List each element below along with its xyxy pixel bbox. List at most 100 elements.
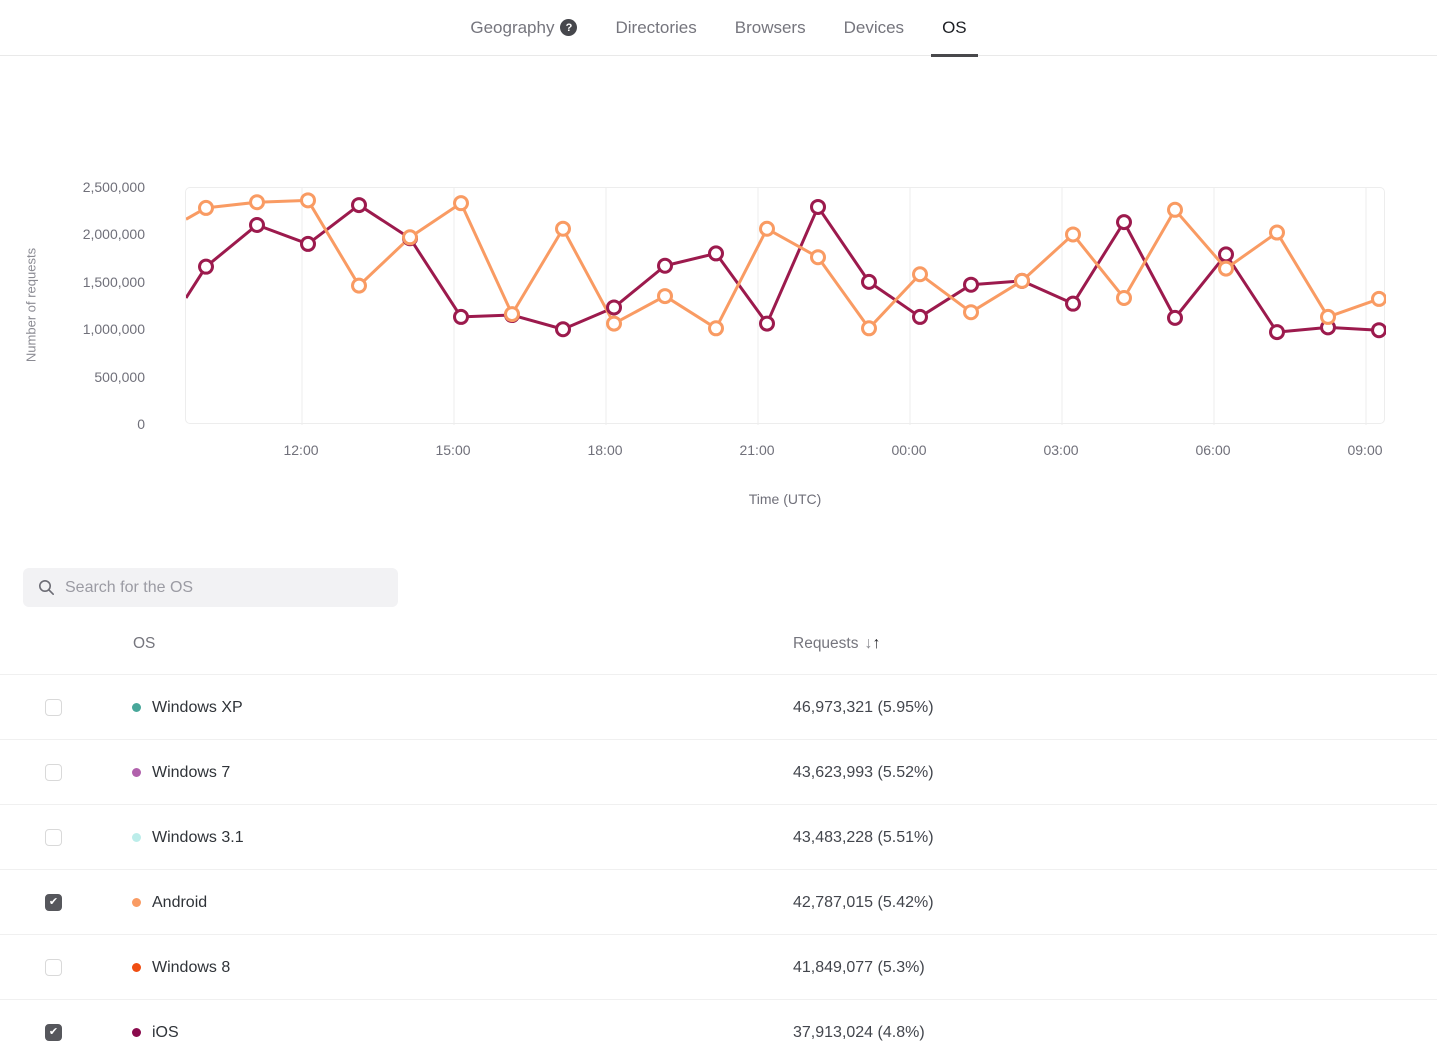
requests-value: 46,973,321 (5.95%) (793, 699, 934, 716)
data-point-android[interactable] (1116, 289, 1132, 306)
requests-value: 37,913,024 (4.8%) (793, 1024, 925, 1041)
row-checkbox[interactable] (45, 699, 62, 716)
x-tick-label: 03:00 (1043, 442, 1079, 458)
requests-value: 41,849,077 (5.3%) (793, 959, 925, 976)
data-point-ios[interactable] (606, 299, 622, 316)
series-dot (132, 833, 141, 842)
search-input[interactable] (65, 578, 398, 597)
data-point-android[interactable] (657, 288, 673, 305)
sort-ascending-icon[interactable]: ↑ (872, 635, 881, 652)
table-row[interactable]: iOS 37,913,024 (4.8%) (0, 999, 1437, 1061)
requests-value: 43,483,228 (5.51%) (793, 829, 934, 846)
data-point-ios[interactable] (1371, 322, 1386, 339)
data-point-ios[interactable] (657, 257, 673, 274)
data-point-ios[interactable] (249, 216, 265, 233)
y-tick-label: 2,500,000 (82, 179, 145, 195)
table-row[interactable]: Android 42,787,015 (5.42%) (0, 869, 1437, 934)
y-axis-label: Number of requests (23, 247, 39, 363)
data-point-ios[interactable] (810, 198, 826, 215)
tab-os[interactable]: OS (931, 0, 978, 57)
data-point-ios[interactable] (198, 258, 214, 275)
os-search-box (23, 568, 398, 607)
data-point-ios[interactable] (300, 235, 316, 252)
table-header: OS Requests ↓↑ (0, 607, 1437, 674)
table-row[interactable]: Windows 8 41,849,077 (5.3%) (0, 934, 1437, 999)
chart-canvas[interactable] (186, 188, 1386, 425)
x-tick-label: 00:00 (891, 442, 927, 458)
data-point-android[interactable] (351, 277, 367, 294)
data-point-ios[interactable] (555, 321, 571, 338)
x-tick-label: 15:00 (435, 442, 471, 458)
y-tick-label: 500,000 (94, 368, 145, 385)
tab-browsers[interactable]: Browsers (735, 0, 806, 56)
data-point-android[interactable] (249, 194, 265, 211)
data-point-ios[interactable] (912, 308, 928, 325)
data-point-ios[interactable] (708, 245, 724, 262)
column-header-requests[interactable]: Requests ↓↑ (793, 635, 880, 653)
table-row[interactable]: Windows 3.1 43,483,228 (5.51%) (0, 804, 1437, 869)
os-table: OS Requests ↓↑ Windows XP 46,973,321 (5.9… (0, 607, 1437, 1061)
x-tick-label: 21:00 (739, 442, 775, 458)
data-point-ios[interactable] (1218, 246, 1234, 263)
data-point-android[interactable] (555, 220, 571, 237)
data-point-android[interactable] (759, 220, 775, 237)
data-point-android[interactable] (504, 306, 520, 323)
data-point-ios[interactable] (861, 273, 877, 290)
x-tick-label: 12:00 (283, 442, 319, 458)
data-point-android[interactable] (912, 266, 928, 283)
data-point-android[interactable] (1014, 272, 1030, 289)
data-point-ios[interactable] (1269, 324, 1285, 341)
row-checkbox[interactable] (45, 894, 62, 911)
table-row[interactable]: Windows 7 43,623,993 (5.52%) (0, 739, 1437, 804)
data-point-android[interactable] (1218, 260, 1234, 277)
os-name: Android (152, 894, 208, 911)
data-point-ios[interactable] (759, 315, 775, 332)
data-point-android[interactable] (1065, 226, 1081, 243)
row-checkbox[interactable] (45, 1024, 62, 1041)
data-point-android[interactable] (606, 315, 622, 332)
requests-header-label: Requests (793, 635, 859, 652)
data-point-android[interactable] (1320, 308, 1336, 325)
data-point-android[interactable] (402, 229, 418, 246)
data-point-android[interactable] (1269, 224, 1285, 241)
requests-chart-section: Number of requests Time (UTC) 12:00 15:00… (0, 179, 1437, 517)
row-checkbox[interactable] (45, 764, 62, 781)
data-point-android[interactable] (453, 195, 469, 212)
data-point-android[interactable] (1167, 201, 1183, 218)
data-point-android[interactable] (861, 320, 877, 337)
tab-directories-label: Directories (615, 17, 697, 37)
y-tick-label: 1,500,000 (82, 273, 145, 290)
data-point-android[interactable] (963, 304, 979, 321)
table-row[interactable]: Windows XP 46,973,321 (5.95%) (0, 674, 1437, 739)
data-point-ios[interactable] (453, 308, 469, 325)
help-icon[interactable]: ? (560, 19, 578, 36)
data-point-ios[interactable] (1116, 214, 1132, 231)
search-icon (39, 580, 54, 595)
data-point-android[interactable] (1371, 290, 1386, 307)
requests-value: 43,623,993 (5.52%) (793, 764, 934, 781)
data-point-ios[interactable] (1167, 309, 1183, 326)
column-header-os: OS (133, 635, 156, 652)
x-tick-label: 06:00 (1195, 442, 1231, 458)
data-point-android[interactable] (810, 249, 826, 266)
tab-geography[interactable]: Geography ? (470, 0, 578, 56)
series-dot (132, 898, 141, 907)
series-dot (132, 1028, 141, 1037)
tab-devices[interactable]: Devices (844, 0, 904, 56)
data-point-ios[interactable] (963, 276, 979, 293)
sort-descending-icon[interactable]: ↓ (864, 635, 873, 652)
data-point-android[interactable] (198, 199, 214, 216)
x-tick-label: 18:00 (587, 442, 623, 458)
tab-browsers-label: Browsers (734, 17, 806, 37)
data-point-android[interactable] (708, 320, 724, 337)
data-point-ios[interactable] (1065, 295, 1081, 312)
os-name: iOS (152, 1024, 179, 1041)
analytics-tabbar: Geography ? Directories Browsers Devices… (0, 0, 1437, 57)
os-requests-chart[interactable] (185, 187, 1386, 425)
tab-directories[interactable]: Directories (615, 0, 696, 56)
row-checkbox[interactable] (45, 959, 62, 976)
row-checkbox[interactable] (45, 829, 62, 846)
data-point-android[interactable] (300, 192, 316, 209)
tab-geography-label: Geography (470, 17, 555, 37)
data-point-ios[interactable] (351, 197, 367, 214)
